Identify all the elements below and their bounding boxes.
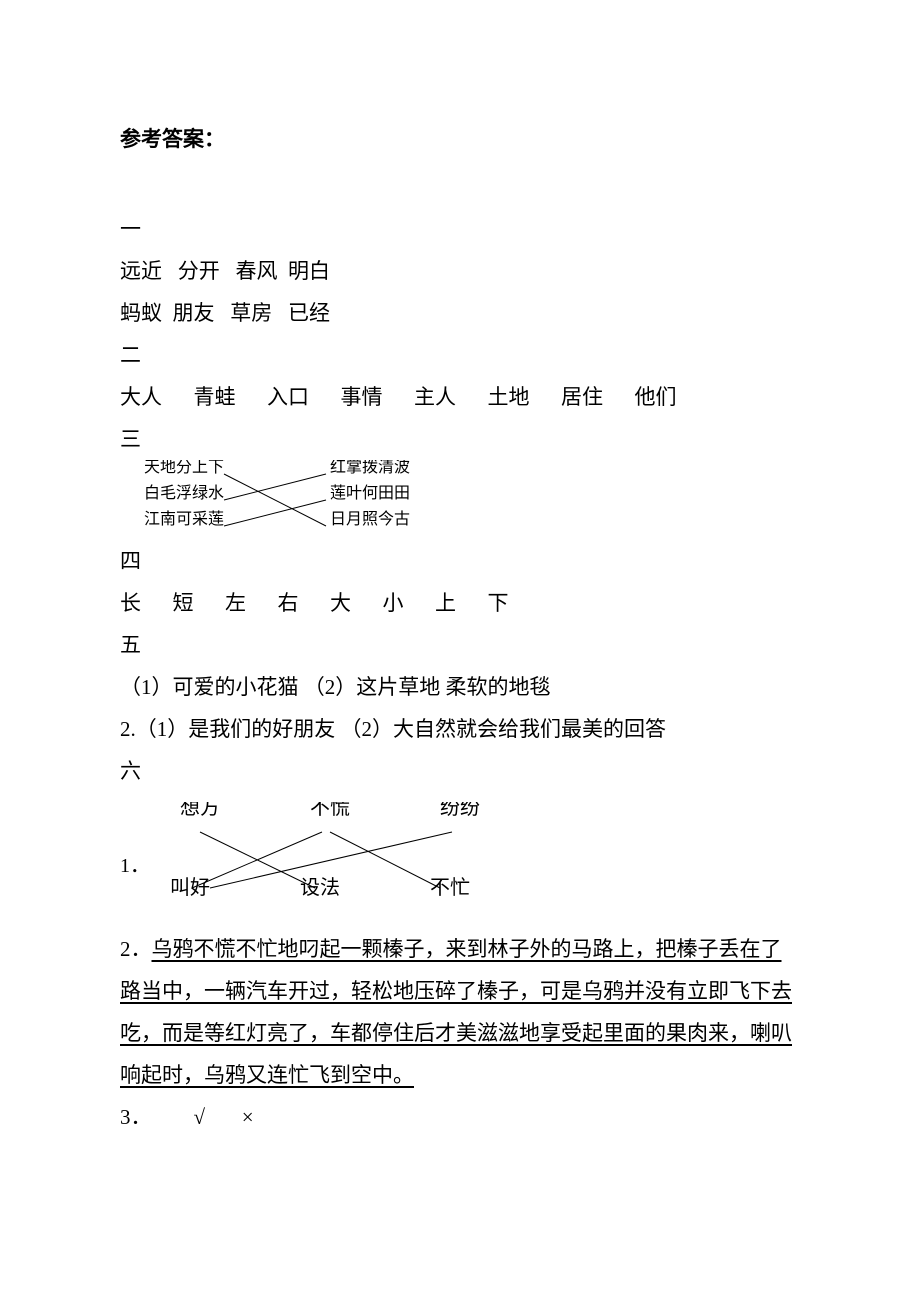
match3-right-1: 莲叶何田田 [330,484,410,502]
section-one-line1: 远近 分开 春风 明白 [120,250,800,292]
six-para2-text: 乌鸦不慌不忙地叼起一颗榛子，来到林子外的马路上，把榛子丢在了路当中，一辆汽车开过… [120,937,792,1087]
section-five-label: 五 [120,624,800,666]
match6-top-2: 纷纷 [440,802,480,819]
six-item1-label: 1． [120,846,150,886]
match3-line-0 [224,474,326,526]
page-title: 参考答案： [120,118,800,160]
match6-bot-2: 不忙 [430,876,470,899]
six-para2-label: 2． [120,937,152,961]
six-line3: 3． √ × [120,1096,800,1138]
match6-top-0: 想方 [180,802,220,819]
match3-line-1 [224,474,326,500]
match6-top-1: 不慌 [310,802,350,819]
section-six-label: 六 [120,750,800,792]
matching-diagram-six: 1． 想方不慌纷纷叫好设法不忙 [140,802,800,912]
section-three-label: 三 [120,418,800,460]
match6-line-2 [330,832,440,888]
section-four-line1: 长 短 左 右 大 小 上 下 [120,582,800,624]
section-five-line1: （1）可爱的小花猫 （2）这片草地 柔软的地毯 [120,666,800,708]
six-para2: 2．乌鸦不慌不忙地叼起一颗榛子，来到林子外的马路上，把榛子丢在了路当中，一辆汽车… [120,928,800,1096]
match6-bot-1: 设法 [300,876,340,899]
section-one-label: 一 [120,208,800,250]
match3-left-2: 江南可采莲 [144,510,224,528]
section-two-label: 二 [120,334,800,376]
section-two-line1: 大人 青蛙 入口 事情 主人 土地 居住 他们 [120,376,800,418]
match6-bot-0: 叫好 [170,876,210,899]
match3-line-2 [224,500,326,526]
match3-right-2: 日月照今古 [330,510,410,528]
match3-right-0: 红掌拨清波 [330,460,410,476]
section-one-line2: 蚂蚁 朋友 草房 已经 [120,292,800,334]
matching-diagram-three: 天地分上下白毛浮绿水江南可采莲 红掌拨清波莲叶何田田日月照今古 [120,460,800,540]
section-four-label: 四 [120,540,800,582]
match3-left-0: 天地分上下 [144,460,224,476]
section-five-line2: 2.（1）是我们的好朋友 （2）大自然就会给我们最美的回答 [120,708,800,750]
match3-left-1: 白毛浮绿水 [144,484,224,502]
